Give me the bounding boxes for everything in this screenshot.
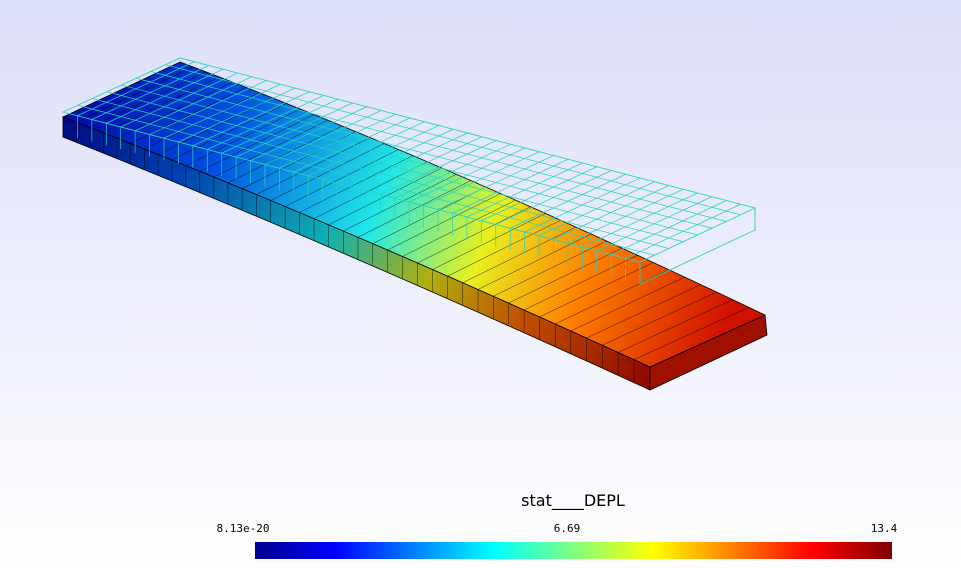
mesh-line xyxy=(524,255,638,311)
mesh-line xyxy=(402,199,516,257)
mesh-line xyxy=(508,247,623,304)
mesh-line xyxy=(116,81,233,139)
mesh-line xyxy=(357,180,472,238)
mesh-line xyxy=(555,269,670,325)
mesh-line xyxy=(586,284,701,339)
wire-line xyxy=(165,64,741,216)
wire-line xyxy=(150,71,727,222)
mesh-line xyxy=(213,120,329,178)
wire-end xyxy=(639,208,756,285)
mesh-line xyxy=(633,307,749,360)
wire-line xyxy=(92,98,669,249)
wire-line xyxy=(121,84,698,236)
mesh-line xyxy=(477,233,592,290)
mesh-line xyxy=(299,155,413,213)
mesh-line xyxy=(602,291,717,346)
color-scale xyxy=(255,542,892,559)
scale-label: 8.13e-20 xyxy=(217,522,270,535)
deformed-mesh xyxy=(61,61,768,391)
mesh-line xyxy=(570,276,685,332)
mesh-line xyxy=(462,226,576,283)
mesh-line xyxy=(185,108,301,166)
mesh-line xyxy=(447,220,561,277)
scale-label: 13.4 xyxy=(871,522,898,535)
mesh-line xyxy=(417,206,531,264)
mesh-line xyxy=(343,174,457,232)
wire-line xyxy=(136,77,712,229)
mesh-line xyxy=(256,137,371,195)
mesh-line xyxy=(387,193,501,251)
mesh-line xyxy=(171,103,287,161)
mesh-line xyxy=(199,114,315,172)
mesh-line xyxy=(270,143,385,201)
beam-top xyxy=(61,61,766,368)
scale-title: stat____DEPL xyxy=(521,491,625,511)
mesh-line xyxy=(432,213,546,270)
mesh-line xyxy=(227,125,342,183)
mesh-line xyxy=(618,299,733,353)
mesh-line xyxy=(539,262,654,318)
undeformed-mesh xyxy=(61,57,757,285)
mesh-line xyxy=(372,186,486,244)
mesh-line xyxy=(103,76,220,133)
wire-line xyxy=(106,91,684,243)
wire-line xyxy=(77,104,655,256)
scale-label: 6.69 xyxy=(554,522,581,535)
mesh-line xyxy=(284,149,399,207)
mesh-line xyxy=(328,167,442,225)
mesh-line xyxy=(493,240,607,297)
mesh-line xyxy=(76,66,194,123)
